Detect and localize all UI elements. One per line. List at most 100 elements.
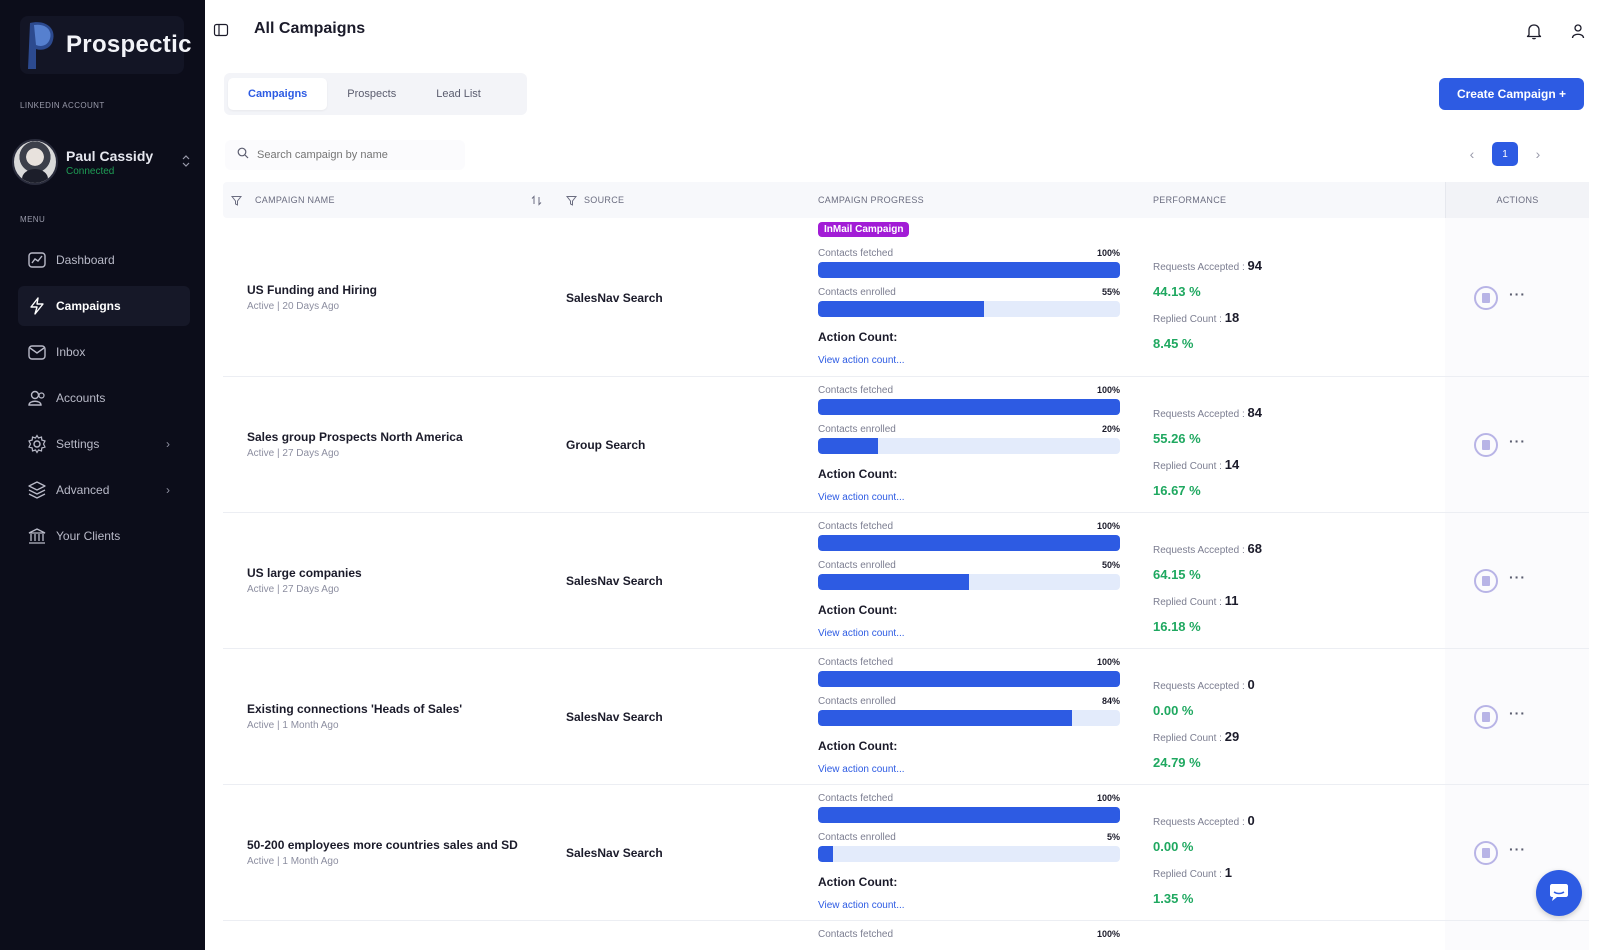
- actions-cell: [1445, 377, 1589, 512]
- campaign-name[interactable]: 50-200 employees more countries sales an…: [247, 838, 518, 852]
- enrolled-percent: 55%: [1101, 287, 1120, 297]
- search-input[interactable]: [257, 149, 447, 161]
- table-row[interactable]: Existing connections 'Heads of Sales' Ac…: [223, 649, 1589, 785]
- accepted-percent: 0.00 %: [1153, 839, 1194, 854]
- sidebar-item-settings[interactable]: Settings ›: [18, 424, 190, 464]
- pause-campaign-icon[interactable]: [1474, 433, 1498, 457]
- logo-text: Prospectic: [66, 31, 192, 58]
- table-row[interactable]: 50-200 employees more countries sales an…: [223, 785, 1589, 921]
- replied-count: Replied Count : 14: [1153, 457, 1239, 472]
- enrolled-progress-bar: [818, 710, 1120, 726]
- sidebar-item-campaigns[interactable]: Campaigns: [18, 286, 190, 326]
- sidebar-item-accounts[interactable]: Accounts: [18, 378, 190, 418]
- sidebar-item-dashboard[interactable]: Dashboard: [18, 240, 190, 280]
- campaign-status: Active | 1 Month Ago: [247, 720, 339, 731]
- requests-accepted: Requests Accepted : 84: [1153, 405, 1262, 420]
- table-row[interactable]: US large companies Active | 27 Days Ago …: [223, 513, 1589, 649]
- sidebar-item-advanced[interactable]: Advanced ›: [18, 470, 190, 510]
- requests-accepted-value: 0: [1247, 813, 1255, 828]
- sidebar-item-label: Inbox: [56, 345, 86, 359]
- sidebar-item-label: Settings: [56, 437, 100, 451]
- replied-count-label: Replied Count :: [1153, 461, 1222, 472]
- search-icon: [237, 146, 249, 164]
- pause-campaign-icon[interactable]: [1474, 569, 1498, 593]
- replied-count-value: 29: [1224, 729, 1240, 744]
- more-options-icon[interactable]: ···: [1509, 433, 1526, 449]
- fetched-progress-fill: [818, 399, 1120, 415]
- chat-support-button[interactable]: [1536, 870, 1582, 916]
- campaign-source: SalesNav Search: [566, 846, 663, 860]
- requests-accepted-value: 94: [1247, 258, 1262, 273]
- view-action-count-link[interactable]: View action count...: [818, 628, 905, 639]
- chevron-updown-icon[interactable]: [182, 154, 190, 170]
- filter-icon[interactable]: [566, 182, 577, 218]
- action-count-label: Action Count:: [818, 330, 898, 344]
- enrolled-percent: 84%: [1101, 696, 1120, 706]
- enrolled-percent: 5%: [1106, 832, 1120, 842]
- tab-campaigns[interactable]: Campaigns: [228, 78, 328, 110]
- replied-count-value: 18: [1224, 310, 1240, 325]
- tab-prospects[interactable]: Prospects: [347, 88, 397, 100]
- campaign-name[interactable]: US large companies: [247, 566, 362, 580]
- user-icon[interactable]: [1567, 20, 1589, 42]
- campaign-name[interactable]: Existing connections 'Heads of Sales': [247, 702, 463, 716]
- table-row[interactable]: Sales group Prospects North America Acti…: [223, 377, 1589, 513]
- view-action-count-link[interactable]: View action count...: [818, 764, 905, 775]
- view-action-count-link[interactable]: View action count...: [818, 355, 905, 366]
- campaign-source: Group Search: [566, 438, 646, 452]
- sidebar-toggle-icon[interactable]: [213, 22, 229, 38]
- pause-campaign-icon[interactable]: [1474, 841, 1498, 865]
- pause-campaign-icon[interactable]: [1474, 286, 1498, 310]
- fetched-progress-fill: [818, 535, 1120, 551]
- app-logo[interactable]: Prospectic: [20, 16, 191, 74]
- actions-cell: [1445, 649, 1589, 784]
- accepted-percent: 64.15 %: [1153, 567, 1201, 582]
- layers-icon: [26, 479, 48, 501]
- chevron-right-icon[interactable]: ›: [1535, 146, 1541, 162]
- sidebar-item-inbox[interactable]: Inbox: [18, 332, 190, 372]
- table-row-partial: Contacts fetched 100%: [223, 921, 1589, 950]
- view-action-count-link[interactable]: View action count...: [818, 492, 905, 503]
- column-campaign-progress: CAMPAIGN PROGRESS: [818, 195, 924, 205]
- campaign-status: Active | 1 Month Ago: [247, 856, 339, 867]
- view-action-count-link[interactable]: View action count...: [818, 900, 905, 911]
- actions-cell: [1445, 513, 1589, 648]
- sidebar-item-your-clients[interactable]: Your Clients: [18, 516, 190, 556]
- campaign-source: SalesNav Search: [566, 710, 663, 724]
- replied-count: Replied Count : 18: [1153, 310, 1239, 325]
- enrolled-progress-bar: [818, 438, 1120, 454]
- pause-campaign-icon[interactable]: [1474, 705, 1498, 729]
- campaign-name[interactable]: US Funding and Hiring: [247, 283, 377, 297]
- fetched-progress-bar: [818, 262, 1120, 278]
- more-options-icon[interactable]: ···: [1509, 569, 1526, 585]
- campaign-status: Active | 27 Days Ago: [247, 448, 340, 459]
- page-number[interactable]: 1: [1492, 142, 1518, 166]
- dashboard-icon: [26, 249, 48, 271]
- fetched-percent: 100%: [1096, 793, 1120, 803]
- more-options-icon[interactable]: ···: [1509, 841, 1526, 857]
- requests-accepted-value: 68: [1247, 541, 1262, 556]
- column-actions: ACTIONS: [1445, 182, 1589, 218]
- fetched-progress-bar: [818, 535, 1120, 551]
- sort-icon[interactable]: [531, 182, 542, 218]
- bell-icon[interactable]: [1523, 20, 1545, 42]
- column-performance: PERFORMANCE: [1153, 195, 1227, 205]
- account-section-label: LINKEDIN ACCOUNT: [20, 101, 105, 110]
- filter-icon[interactable]: [231, 182, 242, 218]
- sidebar-nav: Dashboard Campaigns Inbox Accounts Setti…: [18, 240, 190, 562]
- requests-accepted-value: 0: [1247, 677, 1255, 692]
- campaign-name[interactable]: Sales group Prospects North America: [247, 430, 463, 444]
- replied-percent: 1.35 %: [1153, 891, 1194, 906]
- tab-lead-list[interactable]: Lead List: [436, 88, 481, 100]
- requests-accepted: Requests Accepted : 94: [1153, 258, 1262, 273]
- fetched-percent: 100%: [1096, 521, 1120, 531]
- more-options-icon[interactable]: ···: [1509, 705, 1526, 721]
- chevron-left-icon[interactable]: ‹: [1469, 146, 1475, 162]
- fetched-percent: 100%: [1096, 248, 1120, 258]
- sidebar-item-label: Advanced: [56, 483, 110, 497]
- create-campaign-button[interactable]: Create Campaign +: [1439, 78, 1584, 110]
- more-options-icon[interactable]: ···: [1509, 286, 1526, 302]
- requests-accepted-value: 84: [1247, 405, 1262, 420]
- account-switcher[interactable]: Paul Cassidy Connected: [12, 137, 194, 187]
- table-row[interactable]: US Funding and Hiring Active | 20 Days A…: [223, 218, 1589, 377]
